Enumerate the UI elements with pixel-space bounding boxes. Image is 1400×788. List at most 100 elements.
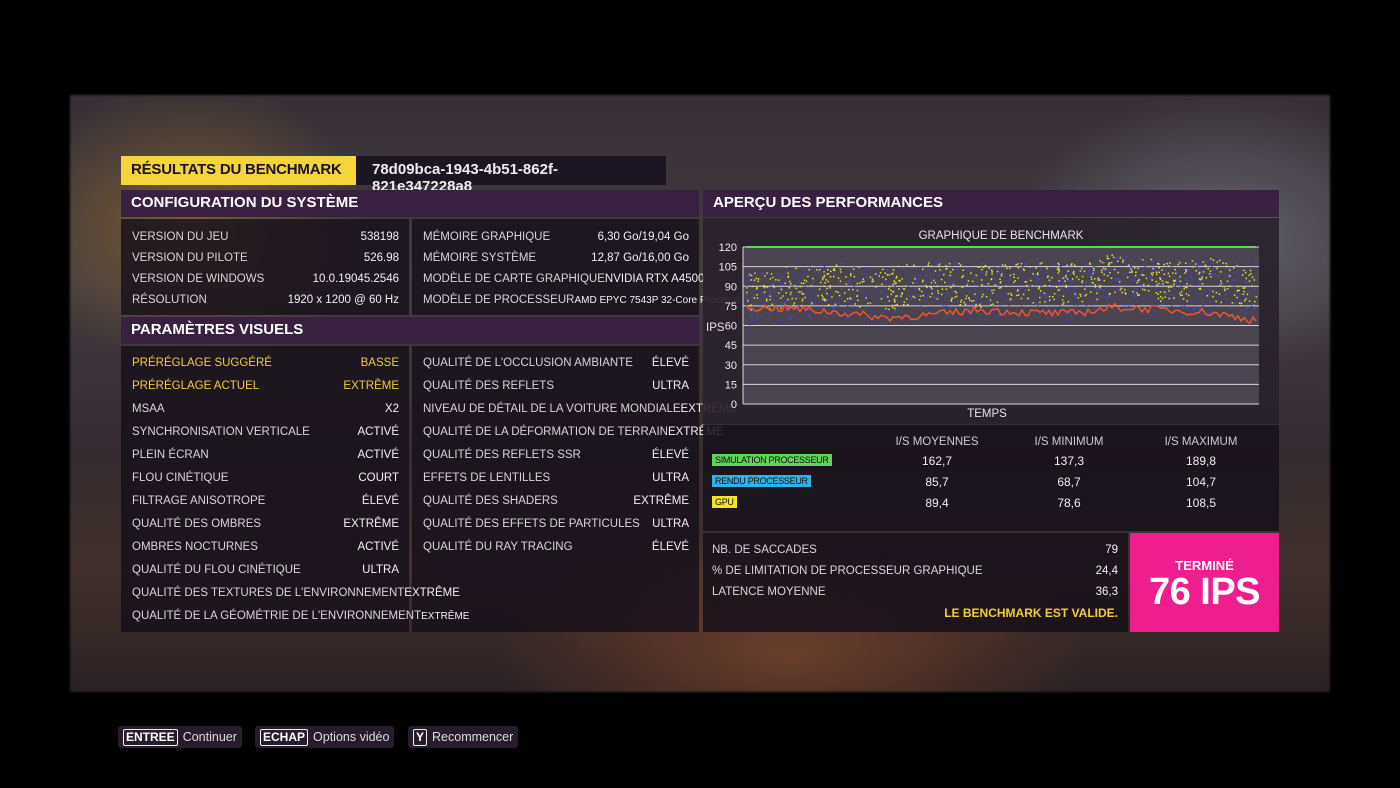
chart-point (811, 293, 814, 295)
chart-point (890, 293, 892, 296)
chart-point (912, 282, 914, 284)
video-options-button[interactable]: ECHAP Options vidéo (255, 726, 395, 748)
chart-point (1111, 266, 1113, 269)
chart-point (764, 277, 767, 280)
chart-point (1044, 301, 1046, 303)
chart-point (882, 276, 884, 278)
chart-point (883, 322, 886, 325)
chart-point (1158, 271, 1160, 274)
chart-point (921, 293, 924, 296)
setting-row: QUALITÉ DES REFLETS SSR ÉLEVÉ (423, 445, 689, 466)
chart-point (1138, 278, 1140, 281)
chart-point (1237, 285, 1239, 288)
chart-point (923, 293, 925, 295)
chart-point (969, 291, 971, 293)
chart-point (1131, 280, 1133, 282)
chart-point (1077, 283, 1079, 286)
chart-point (1241, 274, 1244, 276)
chart-point (804, 286, 806, 288)
chart-point (1187, 269, 1189, 271)
chart-point (1224, 289, 1226, 292)
chart-point (1244, 287, 1246, 289)
chart-point (766, 299, 768, 302)
chart-point (1248, 300, 1251, 302)
chart-point (1168, 265, 1170, 267)
restart-button[interactable]: Y Recommencer (408, 726, 519, 748)
setting-row: QUALITÉ DES REFLETS ULTRA (423, 376, 689, 397)
chart-point (1043, 292, 1046, 295)
chart-point (766, 301, 768, 303)
chart-point (955, 291, 958, 294)
chart-point (849, 280, 851, 283)
chart-point (897, 308, 900, 310)
chart-point (950, 273, 953, 275)
chart-point (1109, 272, 1111, 274)
chart-point (795, 267, 797, 270)
chart-point (1224, 284, 1226, 286)
chart-point (1225, 262, 1227, 265)
chart-point (1249, 269, 1252, 272)
chart-point (1142, 259, 1144, 261)
chart-point (984, 272, 987, 275)
chart-point (998, 314, 1000, 317)
chart-point (916, 282, 918, 284)
chart-point (1225, 266, 1228, 269)
chart-point (1182, 264, 1185, 267)
chart-point (1104, 269, 1106, 272)
chart-point (1039, 292, 1042, 295)
setting-label: MÉMOIRE SYSTÈME (423, 252, 537, 264)
setting-value: ÉLEVÉ (361, 495, 399, 507)
chart-point (1038, 286, 1041, 288)
chart-point (936, 284, 939, 286)
chart-point (901, 292, 903, 294)
chart-point (1121, 291, 1123, 294)
chart-point (1198, 268, 1200, 270)
chart-point (748, 327, 750, 329)
chart-point (1197, 264, 1199, 266)
chart-point (1089, 271, 1092, 274)
chart-point (850, 273, 852, 275)
chart-point (892, 306, 894, 309)
chart-point (869, 276, 872, 278)
chart-point (1066, 264, 1068, 266)
setting-label: SYNCHRONISATION VERTICALE (132, 426, 310, 438)
chart-point (838, 315, 840, 317)
chart-point (1050, 311, 1053, 314)
setting-label: VERSION DE WINDOWS (132, 273, 265, 285)
chart-point (1232, 267, 1234, 270)
chart-point (1181, 290, 1183, 293)
chart-point (785, 323, 787, 325)
chart-point (894, 309, 896, 312)
chart-point (1093, 269, 1095, 272)
chart-point (1053, 293, 1056, 295)
chart-point (833, 268, 835, 270)
chart-point (777, 279, 780, 281)
chart-point (1000, 275, 1003, 277)
chart-point (1169, 285, 1171, 287)
chart-point (1054, 264, 1057, 266)
chart-point (1101, 288, 1103, 291)
chart-point (848, 282, 850, 284)
chart-point (1216, 261, 1218, 264)
chart-point (959, 304, 961, 306)
chart-point (1165, 281, 1167, 283)
chart-point (837, 277, 840, 279)
chart-point (1062, 283, 1064, 286)
chart-point (1159, 291, 1162, 293)
chart-point (955, 261, 957, 263)
chart-point (960, 307, 963, 309)
chart-point (1205, 260, 1207, 262)
chart-point (825, 290, 827, 292)
chart-point (817, 271, 820, 273)
chart-point (1142, 274, 1145, 276)
chart-point (913, 275, 916, 278)
chart-point (960, 279, 963, 281)
chart-point (1160, 277, 1162, 280)
chart-point (1004, 264, 1007, 266)
chart-point (967, 306, 970, 309)
chart-point (814, 301, 816, 304)
continue-button[interactable]: ENTREE Continuer (118, 726, 242, 748)
chart-point (1078, 278, 1080, 281)
chart-point (1150, 272, 1153, 275)
summary-label: NB. DE SACCADES (712, 544, 817, 556)
